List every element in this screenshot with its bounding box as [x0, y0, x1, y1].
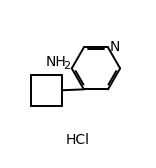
Text: HCl: HCl — [66, 133, 90, 147]
Text: 2: 2 — [63, 61, 71, 71]
Text: NH: NH — [46, 55, 67, 69]
Text: N: N — [110, 40, 120, 54]
